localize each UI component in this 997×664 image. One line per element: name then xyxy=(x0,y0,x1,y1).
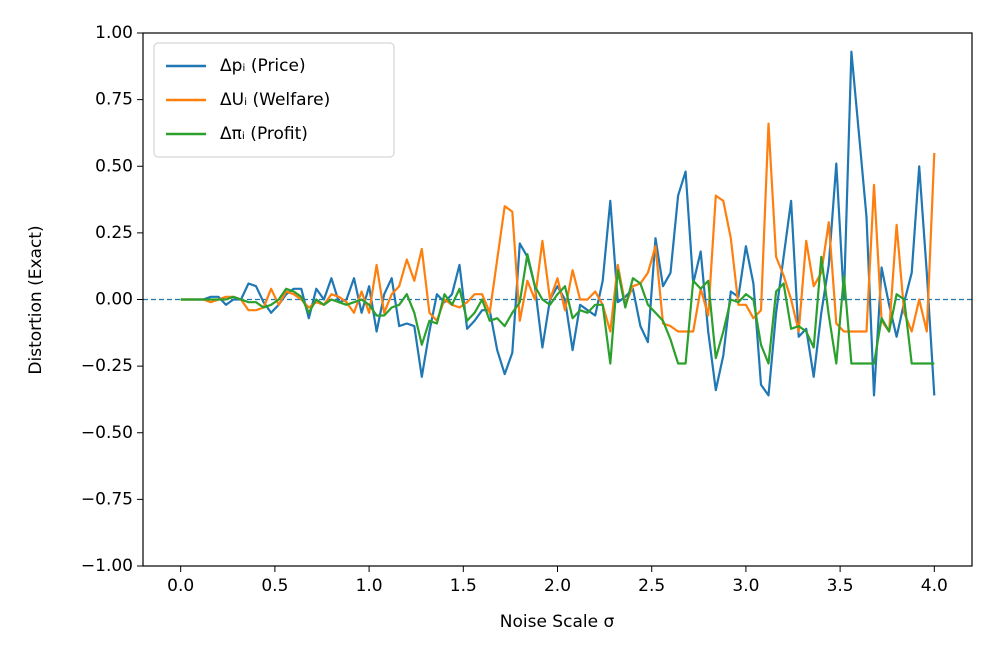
x-tick-label: 3.5 xyxy=(827,576,854,596)
y-tick-label: −0.75 xyxy=(81,489,133,509)
x-tick-label: 4.0 xyxy=(921,576,948,596)
series-line xyxy=(180,122,936,333)
x-tick-label: 0.0 xyxy=(167,576,194,596)
y-tick-label: −0.50 xyxy=(81,423,133,443)
y-tick-label: 0.50 xyxy=(95,156,133,176)
x-tick-label: 2.5 xyxy=(638,576,665,596)
y-axis-label: Distortion (Exact) xyxy=(26,225,46,374)
y-tick-label: −0.25 xyxy=(81,356,133,376)
x-axis-label: Noise Scale σ xyxy=(500,612,615,632)
y-tick-label: 0.25 xyxy=(95,223,133,243)
legend-label: Δπᵢ (Profit) xyxy=(220,124,308,144)
x-tick-label: 1.5 xyxy=(450,576,477,596)
legend-label: ΔUᵢ (Welfare) xyxy=(220,90,330,110)
y-tick-label: 0.00 xyxy=(95,290,133,310)
legend-label: Δpᵢ (Price) xyxy=(220,56,306,76)
x-tick-label: 2.0 xyxy=(544,576,571,596)
y-tick-label: 0.75 xyxy=(95,90,133,110)
x-tick-label: 3.0 xyxy=(732,576,759,596)
series-line xyxy=(180,253,935,365)
plot-frame xyxy=(142,32,973,567)
y-tick-label: 1.00 xyxy=(95,23,133,43)
x-tick-label: 1.0 xyxy=(356,576,383,596)
x-tick-label: 0.5 xyxy=(261,576,288,596)
legend-box xyxy=(153,42,395,158)
y-tick-label: −1.00 xyxy=(81,556,133,576)
